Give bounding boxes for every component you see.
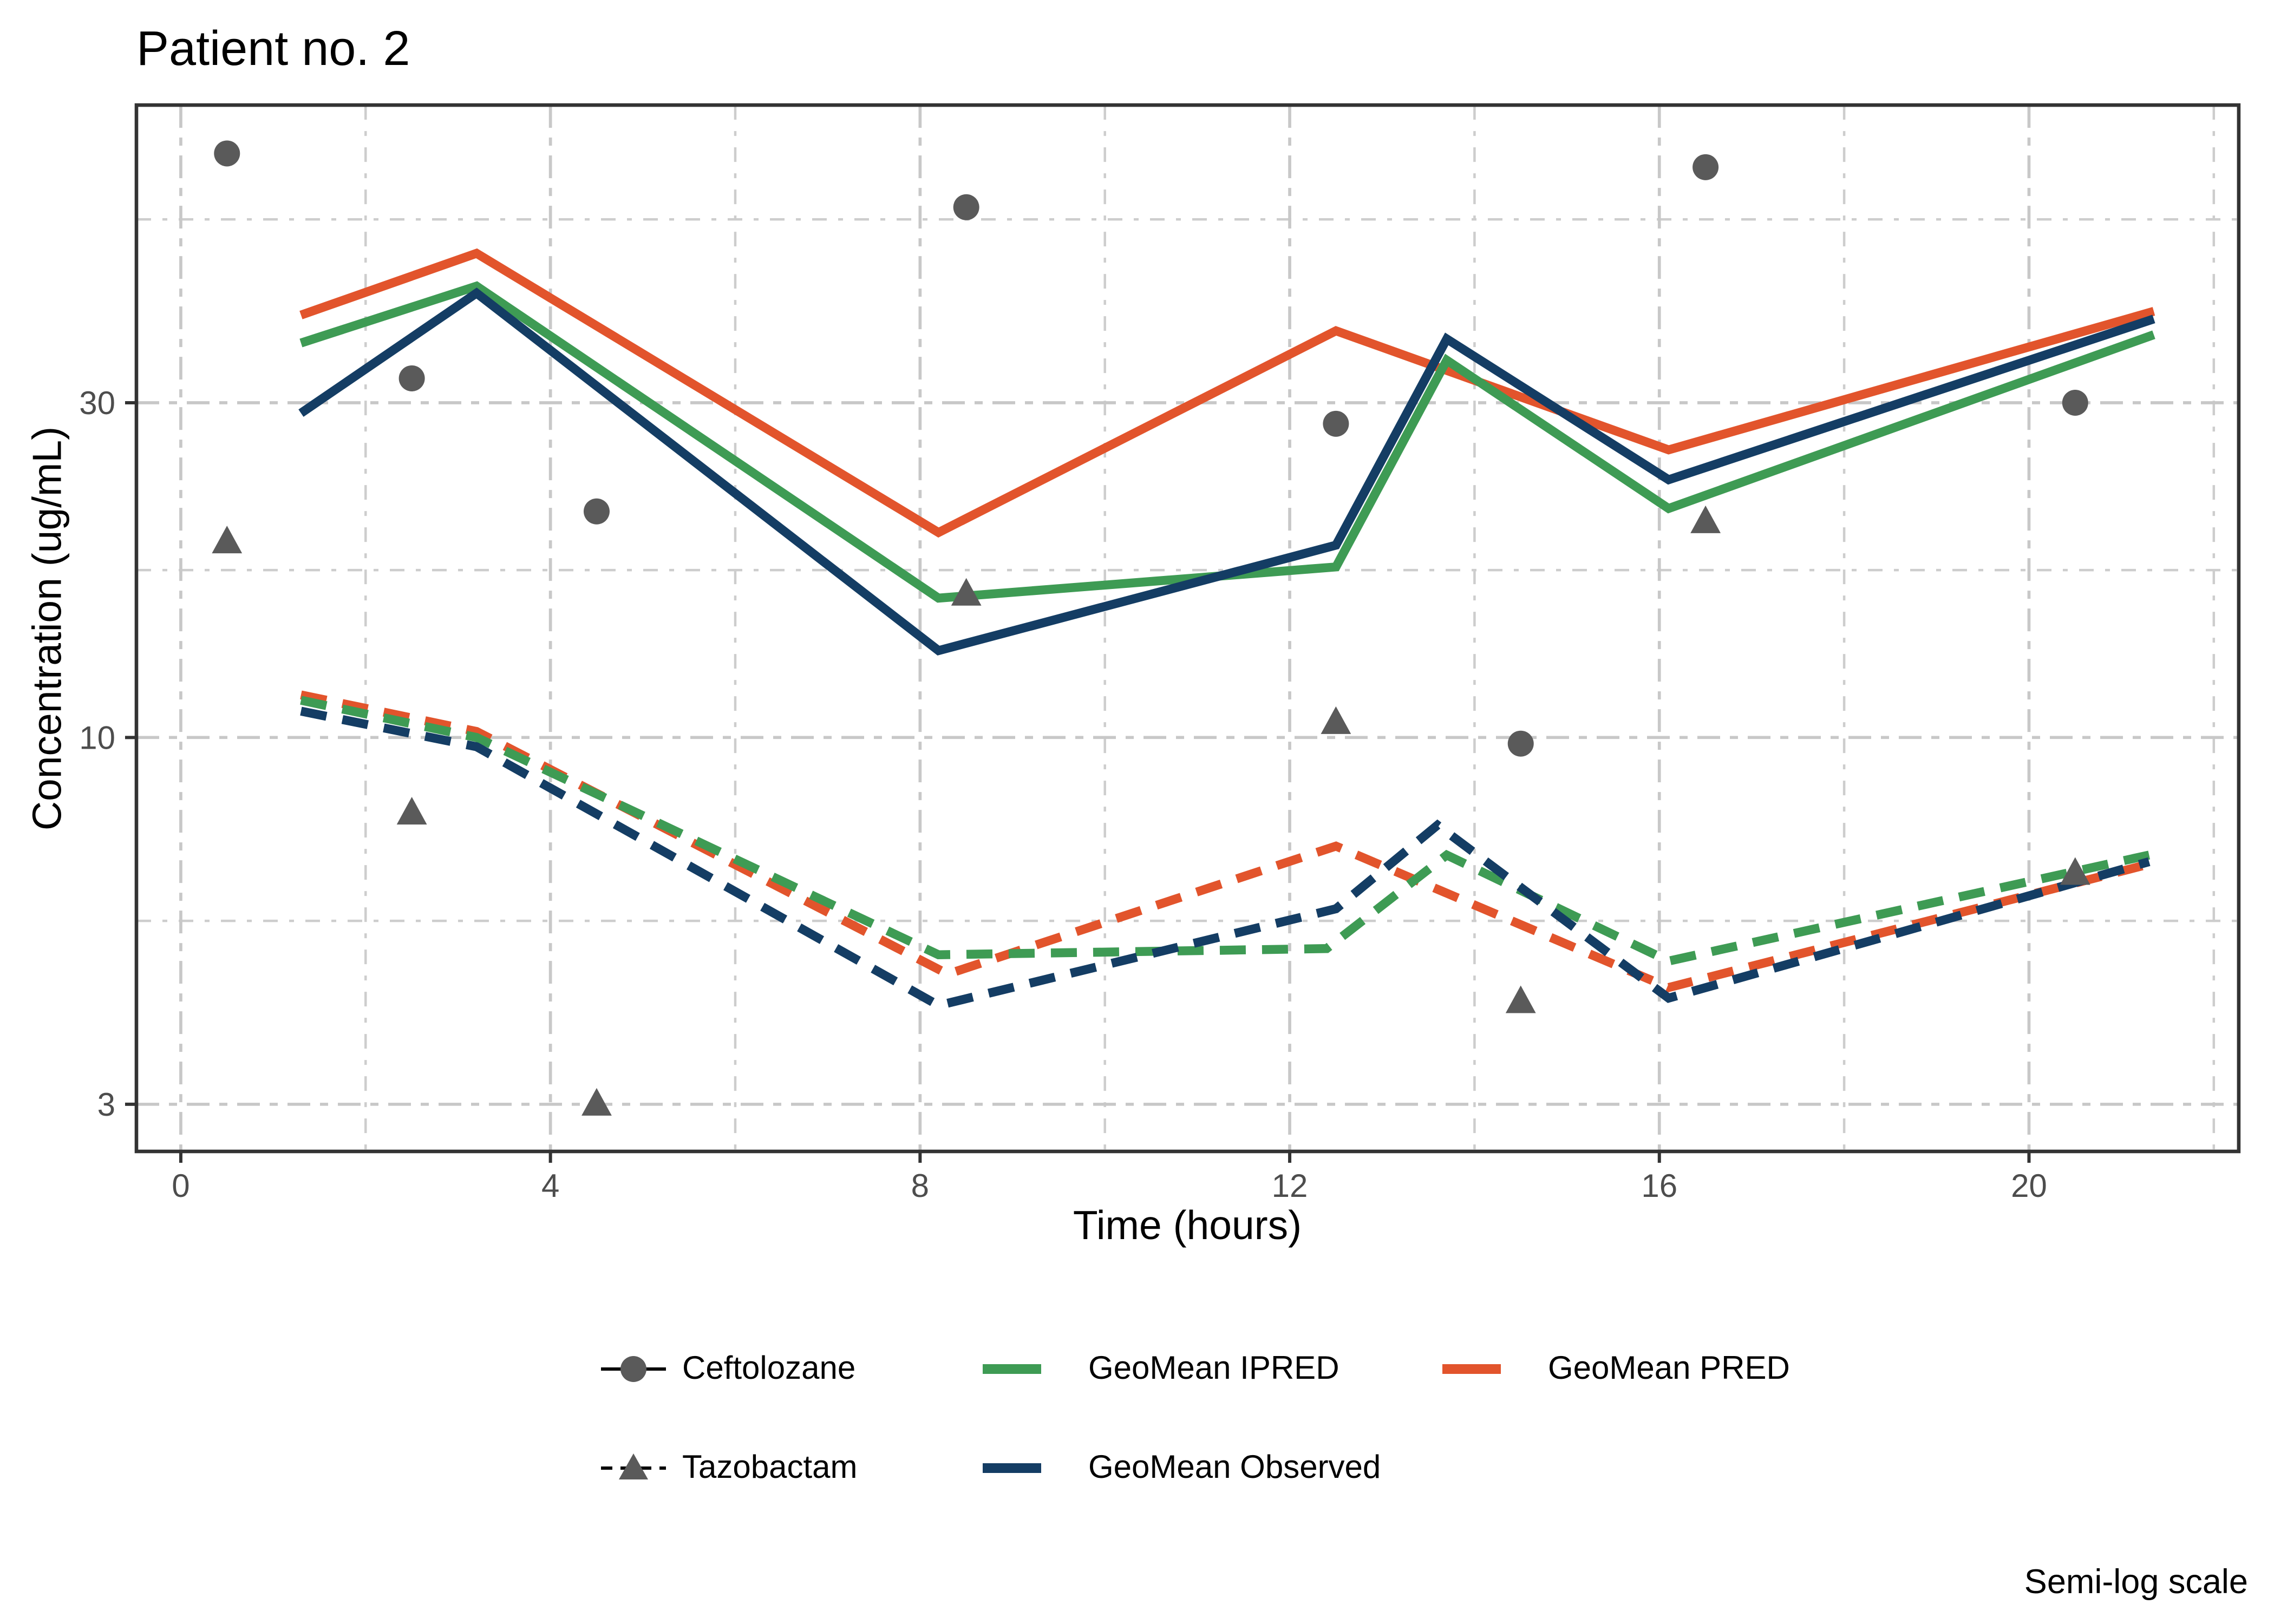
series-line-tazobactam-geomean-ipred <box>300 696 2151 966</box>
legend-label-ceftolozane: Ceftolozane <box>682 1350 856 1386</box>
y-axis-title: Concentration (ug/mL) <box>25 426 71 831</box>
tazobactam-key-icon <box>601 1453 666 1479</box>
tazobactam-point <box>1690 505 1721 533</box>
y-tick-label: 3 <box>97 1086 115 1123</box>
legend-label-geomean-pred: GeoMean PRED <box>1548 1350 1790 1386</box>
ceftolozane-point <box>2062 390 2088 416</box>
tazobactam-point <box>2060 857 2090 885</box>
ceftolozane-point <box>1507 730 1534 757</box>
x-tick-label: 12 <box>1272 1168 1308 1204</box>
series-line-ceftolozane-geomean-observed <box>298 287 2155 656</box>
x-tick-label: 8 <box>911 1168 929 1204</box>
x-tick-label: 16 <box>1641 1168 1677 1204</box>
tazobactam-point <box>212 526 243 554</box>
tazobactam-point <box>1321 706 1351 734</box>
legend-item-geomean-observed: GeoMean Observed <box>983 1447 1381 1489</box>
chart-title: Patient no. 2 <box>136 23 410 76</box>
geomean-pred-key-icon <box>1442 1364 1501 1374</box>
ceftolozane-point <box>1323 410 1349 437</box>
y-tick-label: 10 <box>79 719 115 756</box>
ceftolozane-point <box>398 365 425 391</box>
geomean-observed-key-icon <box>983 1463 1041 1473</box>
ceftolozane-point <box>1693 154 1719 180</box>
legend-item-ceftolozane: Ceftolozane <box>598 1348 855 1390</box>
legend-label-tazobactam: Tazobactam <box>682 1449 858 1485</box>
ceftolozane-point <box>953 194 979 220</box>
series-line-ceftolozane-geomean-pred <box>299 248 2155 538</box>
series-line-tazobactam-geomean-observed <box>300 706 2151 1011</box>
tazobactam-point <box>581 1088 612 1116</box>
tazobactam-point <box>951 578 982 606</box>
x-tick-label: 20 <box>2011 1168 2047 1204</box>
tazobactam-point <box>396 797 427 825</box>
x-tick-label: 4 <box>541 1168 559 1204</box>
series-line-ceftolozane-geomean-ipred <box>299 281 2155 603</box>
y-tick-label: 30 <box>79 385 115 421</box>
ceftolozane-point <box>214 140 240 167</box>
x-axis-title: Time (hours) <box>1073 1203 1302 1249</box>
series-line-tazobactam-geomean-pred <box>300 690 2151 992</box>
legend-item-geomean-ipred: GeoMean IPRED <box>983 1348 1339 1390</box>
ceftolozane-point <box>583 498 610 525</box>
legend-label-geomean-observed: GeoMean Observed <box>1088 1449 1381 1485</box>
ceftolozane-key-icon <box>601 1356 666 1382</box>
panel-border <box>134 103 2241 1154</box>
legend-item-tazobactam: Tazobactam <box>598 1447 858 1489</box>
legend-item-geomean-pred: GeoMean PRED <box>1442 1348 1790 1390</box>
legend-label-geomean-ipred: GeoMean IPRED <box>1088 1350 1339 1386</box>
geomean-ipred-key-icon <box>983 1364 1041 1374</box>
x-tick-label: 0 <box>172 1168 190 1204</box>
tazobactam-point <box>1505 985 1536 1013</box>
scale-note: Semi-log scale <box>2024 1564 2248 1601</box>
